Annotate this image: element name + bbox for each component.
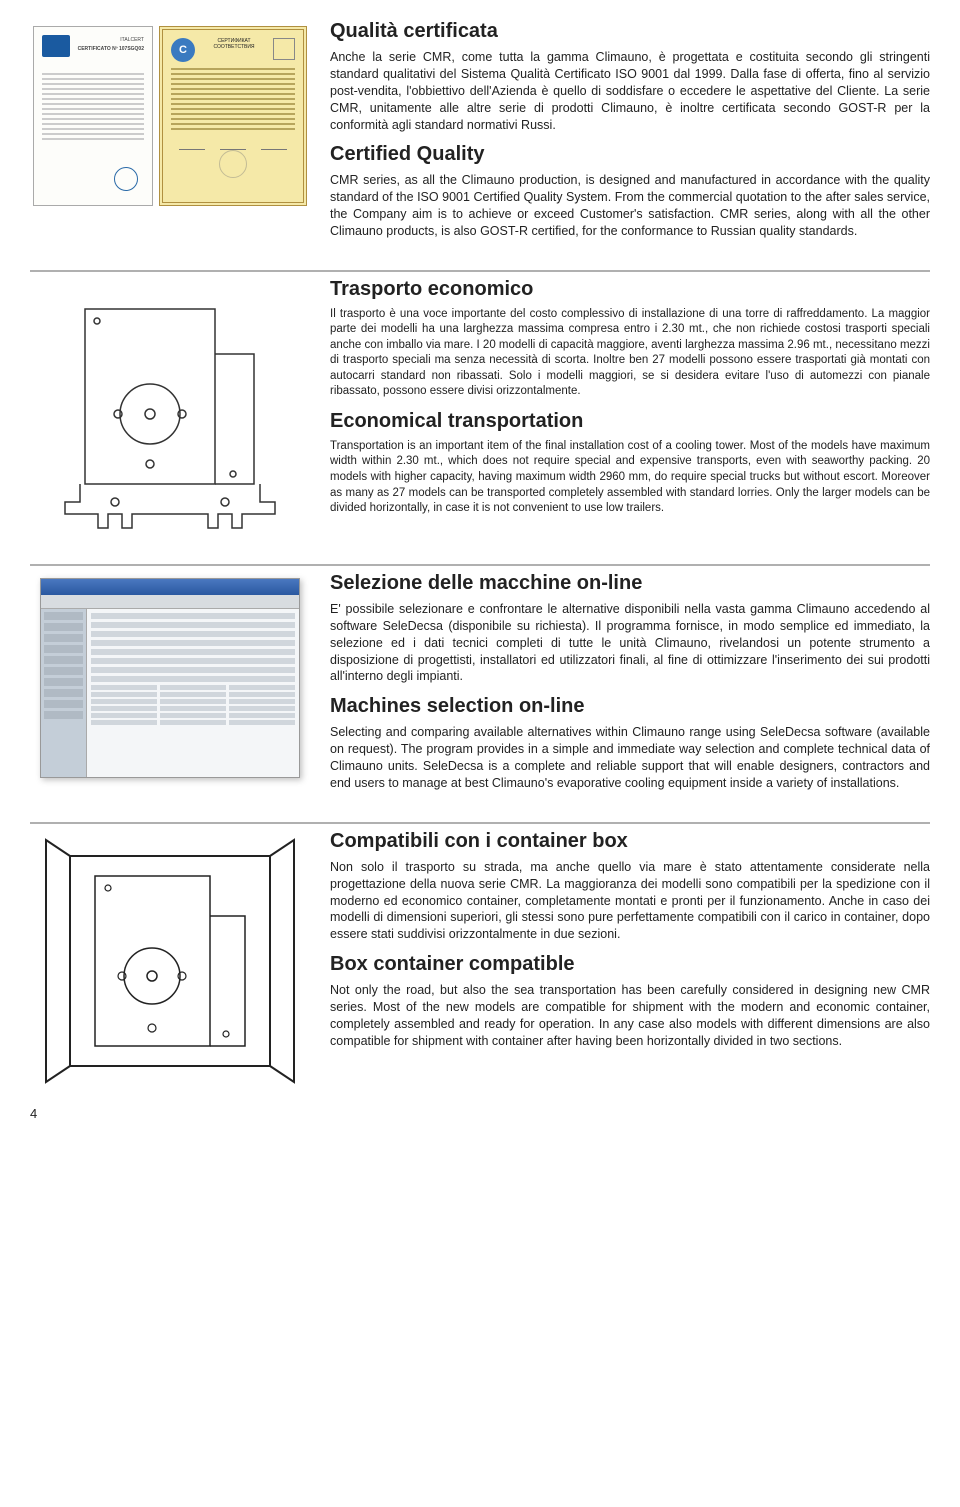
body-selection-it: E' possibile selezionare e confrontare l… <box>330 601 930 685</box>
body-quality-it: Anche la serie CMR, come tutta la gamma … <box>330 49 930 133</box>
transport-drawing <box>30 278 310 544</box>
body-container-en: Not only the road, but also the sea tran… <box>330 982 930 1050</box>
divider <box>30 564 930 566</box>
divider <box>30 270 930 272</box>
body-quality-en: CMR series, as all the Climauno producti… <box>330 172 930 240</box>
cert-gost-title: СЕРТИФИКАТ СООТВЕТСТВИЯ <box>195 38 273 50</box>
heading-container-en: Box container compatible <box>330 953 930 976</box>
body-transport-en: Transportation is an important item of t… <box>330 439 930 517</box>
heading-transport-en: Economical transportation <box>330 410 930 433</box>
section-transport: Trasporto economico Il trasporto è una v… <box>30 278 930 552</box>
heading-container-it: Compatibili con i container box <box>330 830 930 853</box>
selection-text: Selezione delle macchine on-line E' poss… <box>330 572 930 802</box>
transport-text: Trasporto economico Il trasporto è una v… <box>330 278 930 544</box>
section-container: Compatibili con i container box Non solo… <box>30 830 930 1094</box>
quality-text: Qualità certificata Anche la serie CMR, … <box>330 20 930 250</box>
heading-quality-en: Certified Quality <box>330 143 930 166</box>
section-quality: ITALCERT CERTIFICATO Nº 107SGQ02 C СЕРТИ… <box>30 20 930 258</box>
body-container-it: Non solo il trasporto su strada, ma anch… <box>330 859 930 943</box>
certificate-iso: ITALCERT CERTIFICATO Nº 107SGQ02 <box>33 26 153 206</box>
body-selection-en: Selecting and comparing available altern… <box>330 724 930 792</box>
body-transport-it: Il trasporto è una voce importante del c… <box>330 307 930 400</box>
divider <box>30 822 930 824</box>
cert-iso-issuer: ITALCERT <box>74 37 144 43</box>
cert-iso-number: CERTIFICATO Nº 107SGQ02 <box>74 46 144 52</box>
section-selection: Selezione delle macchine on-line E' poss… <box>30 572 930 810</box>
machine-drawing-icon <box>40 284 300 544</box>
software-screenshot <box>30 572 310 802</box>
cert-images: ITALCERT CERTIFICATO Nº 107SGQ02 C СЕРТИ… <box>30 20 310 250</box>
certificate-gost: C СЕРТИФИКАТ СООТВЕТСТВИЯ <box>159 26 307 206</box>
gost-mark-icon: C <box>171 38 195 62</box>
page-number: 4 <box>30 1106 930 1121</box>
heading-selection-it: Selezione delle macchine on-line <box>330 572 930 595</box>
container-drawing <box>30 830 310 1086</box>
heading-selection-en: Machines selection on-line <box>330 695 930 718</box>
container-text: Compatibili con i container box Non solo… <box>330 830 930 1086</box>
heading-transport-it: Trasporto economico <box>330 278 930 301</box>
heading-quality-it: Qualità certificata <box>330 20 930 43</box>
seledecsa-screenshot-icon <box>40 578 300 778</box>
container-drawing-icon <box>40 836 300 1086</box>
